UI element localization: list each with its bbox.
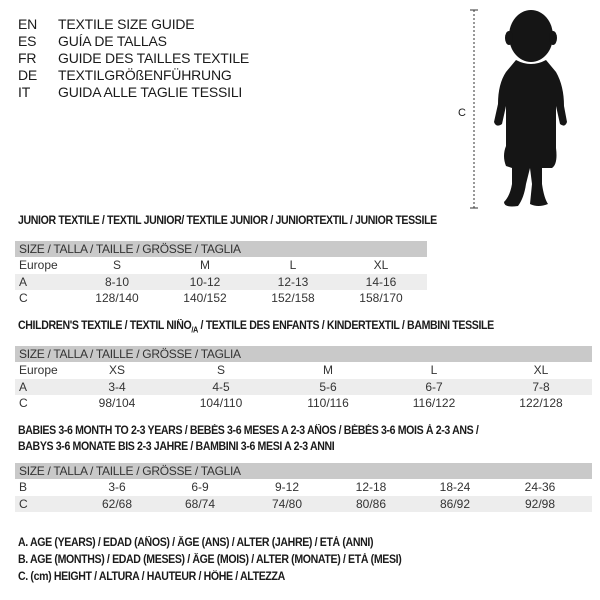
table-cell: XL	[373, 258, 389, 272]
table-row: C 128/140 140/152 152/158 158/170	[15, 290, 427, 307]
table-cell: 140/152	[183, 291, 227, 305]
table-cell: 10-12	[189, 274, 221, 289]
table-cell: 24-36	[524, 480, 556, 494]
table-cell: 12-13	[277, 274, 309, 289]
lang-row-es: ES GUÍA DE TALLAS	[18, 33, 167, 50]
table-row: B 3-6 6-9 9-12 12-18 18-24 24-36	[15, 479, 592, 496]
table-cell: 68/74	[184, 496, 216, 511]
table-row: C 62/68 68/74 74/80 80/86 86/92 92/98	[15, 495, 592, 512]
row-label: B	[19, 480, 28, 494]
lang-label: GUIDE DES TAILLES TEXTILE	[58, 50, 250, 66]
table-header: SIZE / TALLA / TAILLE / GRÖSSE / TAGLIA	[15, 346, 592, 362]
babies-section-title-line2: BABYS 3-6 MONATE BIS 2-3 JAHRE / BAMBINI…	[18, 441, 335, 453]
table-cell: 152/158	[271, 291, 315, 305]
table-header: SIZE / TALLA / TAILLE / GRÖSSE / TAGLIA	[15, 241, 427, 257]
table-cell: 6-7	[425, 379, 443, 394]
legend-age-years: A. AGE (YEARS) / EDAD (AÑOS) / ÂGE (ANS)…	[18, 537, 374, 549]
row-label: Europe	[19, 363, 58, 377]
table-cell: 4-5	[212, 379, 230, 394]
lang-code: ES	[18, 33, 37, 49]
table-cell: 8-10	[104, 274, 130, 289]
table-cell: S	[216, 363, 225, 377]
title-text: / TEXTILE DES ENFANTS / KINDERTEXTIL / B…	[197, 320, 495, 332]
child-silhouette-icon	[494, 10, 567, 207]
table-cell: L	[430, 363, 438, 377]
table-cell: 80/86	[355, 496, 387, 511]
table-row: A 8-10 10-12 12-13 14-16	[15, 273, 427, 290]
table-cell: M	[200, 258, 210, 272]
babies-section-title-line1: BABIES 3-6 MONTH TO 2-3 YEARS / BEBÉS 3-…	[18, 425, 479, 437]
table-cell: S	[112, 258, 121, 272]
height-measure-label: C	[458, 107, 466, 119]
table-row: C 98/104 104/110 110/116 116/122 122/128	[15, 395, 592, 412]
table-cell: 128/140	[95, 291, 139, 305]
lang-label: TEXTILE SIZE GUIDE	[58, 16, 195, 32]
table-cell: 18-24	[439, 480, 471, 494]
lang-label: TEXTILGRÖßENFÜHRUNG	[58, 67, 232, 83]
lang-code: DE	[18, 67, 38, 83]
babies-size-table: SIZE / TALLA / TAILLE / GRÖSSE / TAGLIA …	[15, 463, 592, 512]
table-cell: 12-18	[355, 480, 387, 494]
height-measure-line	[470, 9, 478, 209]
table-cell: 98/104	[98, 396, 136, 410]
table-row: A 3-4 4-5 5-6 6-7 7-8	[15, 378, 592, 395]
row-label: A	[19, 274, 28, 289]
child-silhouette-figure	[470, 9, 567, 209]
lang-row-de: DE TEXTILGRÖßENFÜHRUNG	[18, 67, 232, 84]
table-cell: 6-9	[191, 480, 209, 494]
row-label: C	[19, 291, 28, 305]
table-cell: 158/170	[359, 291, 403, 305]
lang-code: EN	[18, 16, 38, 32]
table-cell: 7-8	[532, 379, 550, 394]
table-cell: 62/68	[101, 496, 133, 511]
row-label: A	[19, 379, 28, 394]
title-subscript: /A	[191, 325, 198, 335]
lang-code: FR	[18, 50, 37, 66]
table-cell: 110/116	[307, 396, 349, 410]
children-size-table: SIZE / TALLA / TAILLE / GRÖSSE / TAGLIA …	[15, 346, 592, 412]
row-label: C	[19, 496, 28, 511]
lang-row-it: IT GUIDA ALLE TAGLIE TESSILI	[18, 84, 242, 101]
table-cell: 116/122	[412, 396, 456, 410]
table-cell: 3-6	[108, 480, 126, 494]
lang-label: GUÍA DE TALLAS	[58, 33, 167, 49]
lang-row-fr: FR GUIDE DES TAILLES TEXTILE	[18, 50, 249, 67]
title-text: CHILDREN'S TEXTILE / TEXTIL NIÑO	[18, 320, 192, 332]
table-cell: 74/80	[271, 496, 303, 511]
legend-age-months: B. AGE (MONTHS) / EDAD (MESES) / ÂGE (MO…	[18, 554, 402, 566]
junior-size-table: SIZE / TALLA / TAILLE / GRÖSSE / TAGLIA …	[15, 241, 427, 307]
table-row: Europe XS S M L XL	[15, 362, 592, 379]
table-cell: 3-4	[108, 379, 126, 394]
table-cell: 9-12	[274, 480, 300, 494]
table-cell: 92/98	[524, 496, 556, 511]
lang-label: GUIDA ALLE TAGLIE TESSILI	[58, 84, 243, 100]
junior-section-title: JUNIOR TEXTILE / TEXTIL JUNIOR/ TEXTILE …	[18, 215, 437, 227]
row-label: C	[19, 396, 28, 410]
table-cell: XL	[533, 363, 549, 377]
table-cell: 5-6	[319, 379, 337, 394]
table-row: Europe S M L XL	[15, 257, 427, 274]
row-label: Europe	[19, 258, 58, 272]
lang-code: IT	[18, 84, 31, 100]
table-cell: L	[289, 258, 297, 272]
table-cell: 104/110	[199, 396, 243, 410]
table-cell: 122/128	[519, 396, 563, 410]
children-section-title: CHILDREN'S TEXTILE / TEXTIL NIÑO/A / TEX…	[18, 320, 494, 334]
table-cell: 86/92	[439, 496, 471, 511]
table-header: SIZE / TALLA / TAILLE / GRÖSSE / TAGLIA	[15, 463, 592, 479]
table-cell: XS	[108, 363, 125, 377]
lang-row-en: EN TEXTILE SIZE GUIDE	[18, 16, 195, 33]
table-cell: M	[323, 363, 333, 377]
legend-height: C. (cm) HEIGHT / ALTURA / HAUTEUR / HÖHE…	[18, 571, 285, 583]
table-cell: 14-16	[365, 274, 397, 289]
